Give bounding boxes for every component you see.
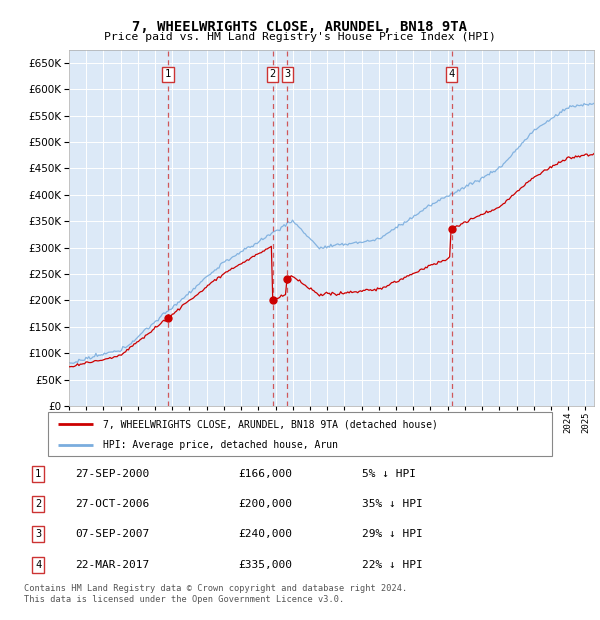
Text: 29% ↓ HPI: 29% ↓ HPI	[362, 529, 423, 539]
Text: 27-SEP-2000: 27-SEP-2000	[75, 469, 149, 479]
Text: 7, WHEELWRIGHTS CLOSE, ARUNDEL, BN18 9TA: 7, WHEELWRIGHTS CLOSE, ARUNDEL, BN18 9TA	[133, 20, 467, 35]
Text: 22-MAR-2017: 22-MAR-2017	[75, 560, 149, 570]
Text: £200,000: £200,000	[238, 499, 292, 509]
Text: 22% ↓ HPI: 22% ↓ HPI	[362, 560, 423, 570]
Text: 2: 2	[269, 69, 276, 79]
Text: £240,000: £240,000	[238, 529, 292, 539]
Text: 4: 4	[449, 69, 455, 79]
Text: £335,000: £335,000	[238, 560, 292, 570]
Text: This data is licensed under the Open Government Licence v3.0.: This data is licensed under the Open Gov…	[24, 595, 344, 604]
Text: HPI: Average price, detached house, Arun: HPI: Average price, detached house, Arun	[103, 440, 338, 450]
Text: 5% ↓ HPI: 5% ↓ HPI	[362, 469, 416, 479]
Text: 2: 2	[35, 499, 41, 509]
Text: Contains HM Land Registry data © Crown copyright and database right 2024.: Contains HM Land Registry data © Crown c…	[24, 584, 407, 593]
Text: 4: 4	[35, 560, 41, 570]
FancyBboxPatch shape	[48, 412, 552, 456]
Text: 7, WHEELWRIGHTS CLOSE, ARUNDEL, BN18 9TA (detached house): 7, WHEELWRIGHTS CLOSE, ARUNDEL, BN18 9TA…	[103, 420, 439, 430]
Text: 07-SEP-2007: 07-SEP-2007	[75, 529, 149, 539]
Text: 27-OCT-2006: 27-OCT-2006	[75, 499, 149, 509]
Text: 3: 3	[35, 529, 41, 539]
Text: 1: 1	[35, 469, 41, 479]
Text: Price paid vs. HM Land Registry's House Price Index (HPI): Price paid vs. HM Land Registry's House …	[104, 32, 496, 42]
Text: 3: 3	[284, 69, 290, 79]
Text: 35% ↓ HPI: 35% ↓ HPI	[362, 499, 423, 509]
Text: 1: 1	[164, 69, 171, 79]
Text: £166,000: £166,000	[238, 469, 292, 479]
